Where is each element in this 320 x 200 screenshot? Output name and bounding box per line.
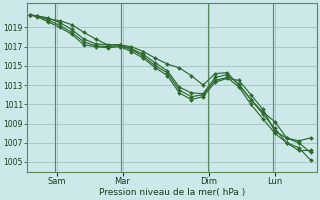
X-axis label: Pression niveau de la mer( hPa ): Pression niveau de la mer( hPa ) xyxy=(99,188,245,197)
